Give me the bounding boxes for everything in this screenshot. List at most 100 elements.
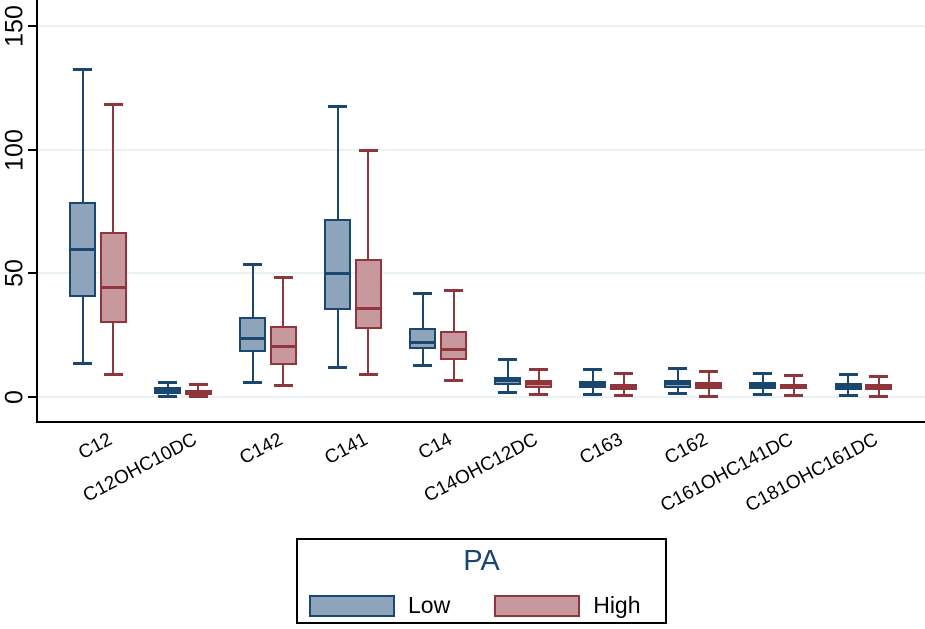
whisker-lower-low-C14OHC12DC: [506, 384, 509, 393]
whisker-cap-min-low-C163: [583, 393, 603, 397]
whisker-lower-high-C14: [452, 360, 455, 381]
whisker-upper-high-C14: [452, 290, 455, 332]
x-label-C14: C14: [415, 429, 456, 464]
whisker-cap-max-low-C181OHC161DC: [838, 372, 858, 376]
whisker-upper-high-C142: [282, 277, 285, 327]
y-tick-label-150: 150: [0, 4, 29, 47]
whisker-cap-max-high-C142: [273, 275, 293, 279]
legend-swatch-low: [309, 594, 395, 617]
gridline-50: [38, 272, 925, 275]
whisker-cap-max-high-C12OHC10DC: [188, 383, 208, 387]
whisker-cap-min-low-C162: [668, 392, 688, 396]
x-label-C142: C142: [235, 429, 286, 469]
whisker-cap-min-high-C12: [103, 372, 123, 376]
whisker-cap-max-high-C163: [614, 371, 634, 375]
y-tick-label-100: 100: [0, 128, 29, 171]
whisker-cap-min-high-C12OHC10DC: [188, 395, 208, 399]
box-high-C12: [99, 232, 127, 324]
whisker-upper-high-C162: [707, 371, 710, 382]
whisker-lower-high-C142: [282, 365, 285, 386]
whisker-lower-high-C12: [112, 323, 115, 375]
median-low-C14OHC12DC: [494, 379, 522, 383]
whisker-lower-low-C162: [676, 387, 679, 394]
whisker-upper-low-C142: [251, 264, 254, 317]
median-high-C141: [354, 306, 382, 310]
whisker-upper-low-C181OHC161DC: [847, 374, 850, 383]
median-high-C14OHC12DC: [525, 382, 553, 386]
whisker-cap-min-low-C181OHC161DC: [838, 393, 858, 397]
whisker-cap-min-low-C141: [328, 366, 348, 370]
box-high-C141: [354, 259, 382, 330]
whisker-upper-low-C12: [81, 69, 84, 202]
legend-title: PA: [463, 545, 500, 577]
y-tick-0: [28, 396, 36, 399]
whisker-cap-max-high-C14OHC12DC: [529, 367, 549, 371]
whisker-cap-min-low-C14OHC12DC: [498, 391, 518, 395]
whisker-lower-high-C163: [622, 389, 625, 396]
whisker-cap-max-low-C14: [413, 292, 433, 296]
whisker-cap-min-low-C12: [73, 361, 92, 365]
median-low-C161OHC141DC: [749, 383, 777, 387]
median-high-C12: [99, 286, 127, 290]
median-high-C161OHC141DC: [780, 384, 808, 388]
y-tick-50: [28, 272, 36, 275]
x-label-C141: C141: [320, 429, 371, 469]
x-label-C163: C163: [576, 429, 627, 469]
whisker-cap-max-low-C14OHC12DC: [498, 358, 518, 362]
whisker-lower-low-C14: [421, 349, 424, 366]
whisker-cap-min-high-C161OHC141DC: [784, 393, 804, 397]
whisker-lower-low-C12: [81, 296, 84, 364]
y-tick-label-0: 0: [0, 390, 29, 405]
whisker-cap-max-low-C162: [668, 367, 688, 371]
median-low-C141: [324, 271, 352, 275]
median-low-C181OHC161DC: [834, 384, 862, 388]
whisker-upper-low-C162: [676, 368, 679, 381]
whisker-cap-max-low-C141: [328, 105, 348, 109]
median-low-C12OHC10DC: [154, 389, 182, 393]
median-high-C12OHC10DC: [184, 390, 212, 394]
median-low-C14: [409, 341, 437, 345]
median-high-C14: [440, 347, 468, 351]
whisker-cap-max-high-C181OHC161DC: [869, 374, 889, 378]
whisker-upper-high-C163: [622, 373, 625, 384]
whisker-cap-min-high-C14OHC12DC: [529, 392, 549, 396]
whisker-upper-low-C14: [421, 293, 424, 328]
whisker-upper-low-C12OHC10DC: [166, 382, 169, 388]
median-low-C163: [579, 383, 607, 387]
whisker-upper-high-C141: [367, 150, 370, 260]
whisker-cap-max-low-C12OHC10DC: [158, 380, 178, 384]
whisker-cap-max-low-C12: [73, 67, 92, 71]
whisker-cap-min-high-C181OHC161DC: [869, 394, 889, 398]
median-high-C181OHC161DC: [865, 385, 893, 389]
whisker-cap-max-high-C141: [358, 149, 378, 153]
whisker-lower-high-C141: [367, 329, 370, 375]
whisker-upper-high-C14OHC12DC: [537, 369, 540, 380]
box-low-C141: [324, 219, 352, 311]
whisker-cap-max-high-C162: [699, 369, 719, 373]
y-axis-line: [36, 0, 38, 423]
whisker-cap-min-low-C12OHC10DC: [158, 394, 178, 398]
whisker-lower-low-C181OHC161DC: [847, 389, 850, 396]
whisker-cap-min-high-C14: [444, 378, 464, 382]
legend-box: PA Low High: [296, 538, 667, 624]
median-high-C163: [610, 385, 638, 389]
x-axis-line: [36, 421, 925, 423]
whisker-cap-max-low-C163: [583, 367, 603, 371]
whisker-cap-min-high-C142: [273, 383, 293, 387]
whisker-upper-low-C163: [591, 369, 594, 382]
whisker-cap-max-high-C14: [444, 288, 464, 292]
whisker-cap-min-low-C14: [413, 364, 433, 368]
gridline-100: [38, 148, 925, 151]
legend-swatch-high: [494, 594, 581, 617]
median-low-C162: [664, 382, 692, 386]
whisker-cap-min-low-C142: [243, 381, 263, 385]
box-low-C14: [409, 327, 437, 350]
whisker-lower-low-C142: [251, 351, 254, 383]
whisker-cap-max-high-C161OHC141DC: [784, 373, 804, 377]
box-high-C14: [440, 331, 468, 361]
y-tick-label-50: 50: [0, 259, 29, 288]
whisker-upper-high-C12: [112, 104, 115, 233]
median-high-C162: [695, 383, 723, 387]
whisker-cap-min-high-C163: [614, 393, 634, 397]
